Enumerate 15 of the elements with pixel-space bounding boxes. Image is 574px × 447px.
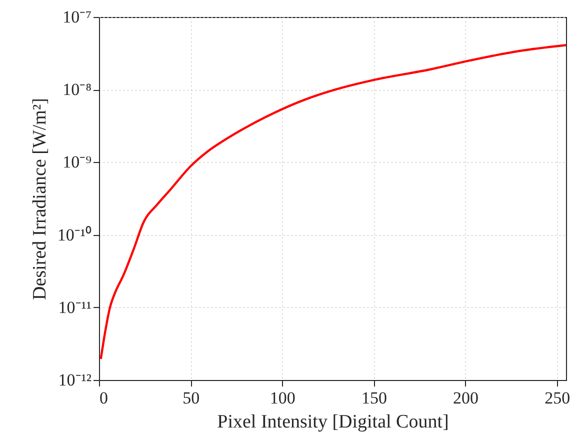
x-tick-label: 200	[453, 388, 479, 408]
y-tick-label: 10⁻¹²	[58, 370, 92, 390]
x-tick-label: 50	[182, 388, 200, 408]
y-tick-label: 10⁻¹¹	[58, 298, 92, 317]
x-axis-title: Pixel Intensity [Digital Count]	[217, 412, 449, 432]
x-tick-label: 0	[100, 388, 108, 408]
x-tick-label: 100	[270, 388, 296, 408]
x-tick-label: 250	[544, 388, 570, 408]
y-tick-label: 10⁻⁷	[62, 8, 92, 26]
x-tick-label: 150	[361, 388, 387, 408]
line-series	[100, 44, 566, 360]
y-tick-label: 10⁻⁹	[62, 152, 92, 172]
y-axis-title: Desired Irradiance [W/m²]	[29, 98, 50, 300]
y-tick-label: 10⁻⁸	[62, 80, 92, 100]
y-tick-label: 10⁻¹⁰	[57, 225, 92, 244]
